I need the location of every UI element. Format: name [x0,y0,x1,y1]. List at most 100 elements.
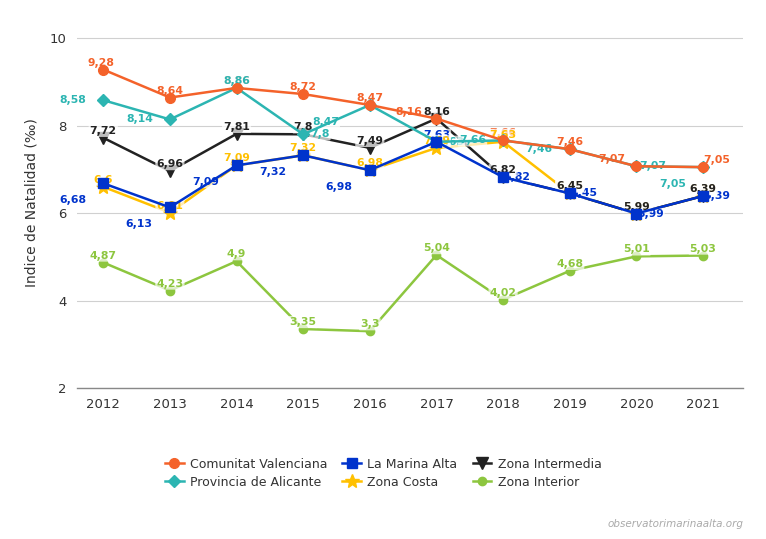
Text: 6,39: 6,39 [689,184,716,194]
La Marina Alta [565,190,574,197]
Comunitat Valenciana [99,66,108,73]
Text: 8,16: 8,16 [423,107,450,116]
Text: 7,05: 7,05 [659,179,686,189]
Zona Intermedia [499,174,508,181]
Text: 7,81: 7,81 [223,122,250,132]
La Marina Alta [699,193,708,199]
Text: 4,68: 4,68 [556,259,583,269]
Provincia de Alicante [432,139,441,145]
Text: 6,82: 6,82 [489,165,516,175]
Comunitat Valenciana [565,146,574,153]
Line: Zona Costa: Zona Costa [97,135,710,220]
Text: observatorimarinaalta.org: observatorimarinaalta.org [607,519,743,529]
Zona Interior [632,253,641,260]
Text: 8,47: 8,47 [356,93,383,103]
Zona Costa [365,167,375,174]
Text: 8,64: 8,64 [156,86,183,95]
Text: 4,87: 4,87 [90,251,116,260]
Provincia de Alicante [165,116,175,123]
Zona Costa [299,152,308,158]
Text: 8,72: 8,72 [290,82,316,92]
Provincia de Alicante [299,131,308,137]
La Marina Alta [165,204,175,211]
Text: 7,49: 7,49 [356,136,383,146]
Zona Costa [165,209,175,216]
Text: 6,39: 6,39 [703,191,731,201]
Line: Provincia de Alicante: Provincia de Alicante [99,84,707,171]
La Marina Alta [232,162,241,169]
Comunitat Valenciana [499,137,508,144]
Text: 7,07: 7,07 [598,154,625,164]
Zona Costa [499,139,508,145]
Zona Intermedia [365,144,375,151]
Text: 8,58: 8,58 [59,95,86,105]
Zona Costa [232,162,241,169]
Zona Interior [699,252,708,259]
La Marina Alta [99,180,108,186]
Text: 6,13: 6,13 [126,219,153,229]
Text: 7,8: 7,8 [293,122,313,133]
Text: 8,86: 8,86 [223,76,250,86]
Zona Interior [365,328,375,334]
Zona Costa [565,190,574,197]
Zona Costa [632,210,641,217]
Text: 6,98: 6,98 [356,158,383,168]
Zona Costa [432,144,441,151]
Text: 4,9: 4,9 [227,249,246,259]
Text: 7,63: 7,63 [423,130,450,140]
Text: 8,14: 8,14 [126,114,152,125]
Text: 6,45: 6,45 [570,188,597,198]
Provincia de Alicante [632,163,641,169]
Text: 9,28: 9,28 [87,58,114,67]
Text: 6,45: 6,45 [556,182,583,191]
Zona Costa [99,184,108,190]
Zona Interior [565,267,574,274]
Text: 7,46: 7,46 [556,137,584,147]
Comunitat Valenciana [699,164,708,170]
Legend: Comunitat Valenciana, Provincia de Alicante, La Marina Alta, Zona Costa, Zona In: Comunitat Valenciana, Provincia de Alica… [165,458,601,488]
Line: Comunitat Valenciana: Comunitat Valenciana [98,65,708,172]
Comunitat Valenciana [432,115,441,122]
Zona Costa [699,193,708,199]
Text: 7,09: 7,09 [192,177,219,187]
Zona Interior [232,258,241,265]
Comunitat Valenciana [232,85,241,91]
Text: 5,99: 5,99 [637,209,663,218]
Text: 7,05: 7,05 [703,155,730,165]
Text: 8,47: 8,47 [312,116,339,127]
La Marina Alta [432,139,441,145]
Text: 5,99: 5,99 [623,202,650,211]
Provincia de Alicante [565,146,574,153]
Text: 3,3: 3,3 [360,319,380,329]
Text: 3,35: 3,35 [290,317,316,327]
Text: 5,99: 5,99 [623,202,650,211]
Zona Interior [432,252,441,258]
Provincia de Alicante [365,102,375,108]
Text: 5,01: 5,01 [623,244,650,254]
Text: 6,96: 6,96 [156,159,183,169]
Comunitat Valenciana [165,94,175,101]
Text: 6,6: 6,6 [93,175,113,185]
Text: 7,8: 7,8 [310,129,329,139]
Text: 7,32: 7,32 [259,167,286,177]
Zona Intermedia [232,130,241,137]
Zona Intermedia [99,135,108,141]
Line: Zona Interior: Zona Interior [99,251,707,335]
Text: 7,32: 7,32 [290,143,317,154]
Zona Interior [165,287,175,294]
Text: 6,39: 6,39 [689,184,716,194]
Zona Intermedia [565,190,574,197]
Text: 6,01: 6,01 [156,201,183,211]
Text: 5,03: 5,03 [689,244,716,253]
Text: 8,16: 8,16 [395,107,422,116]
Zona Intermedia [299,131,308,137]
Text: 6,45: 6,45 [556,182,583,191]
La Marina Alta [365,167,375,174]
Text: 7,07: 7,07 [640,161,666,171]
Provincia de Alicante [699,164,708,170]
Zona Intermedia [432,115,441,122]
Comunitat Valenciana [299,91,308,97]
Text: 7,09: 7,09 [223,154,250,163]
La Marina Alta [499,174,508,181]
Text: 7,63: 7,63 [489,130,517,140]
